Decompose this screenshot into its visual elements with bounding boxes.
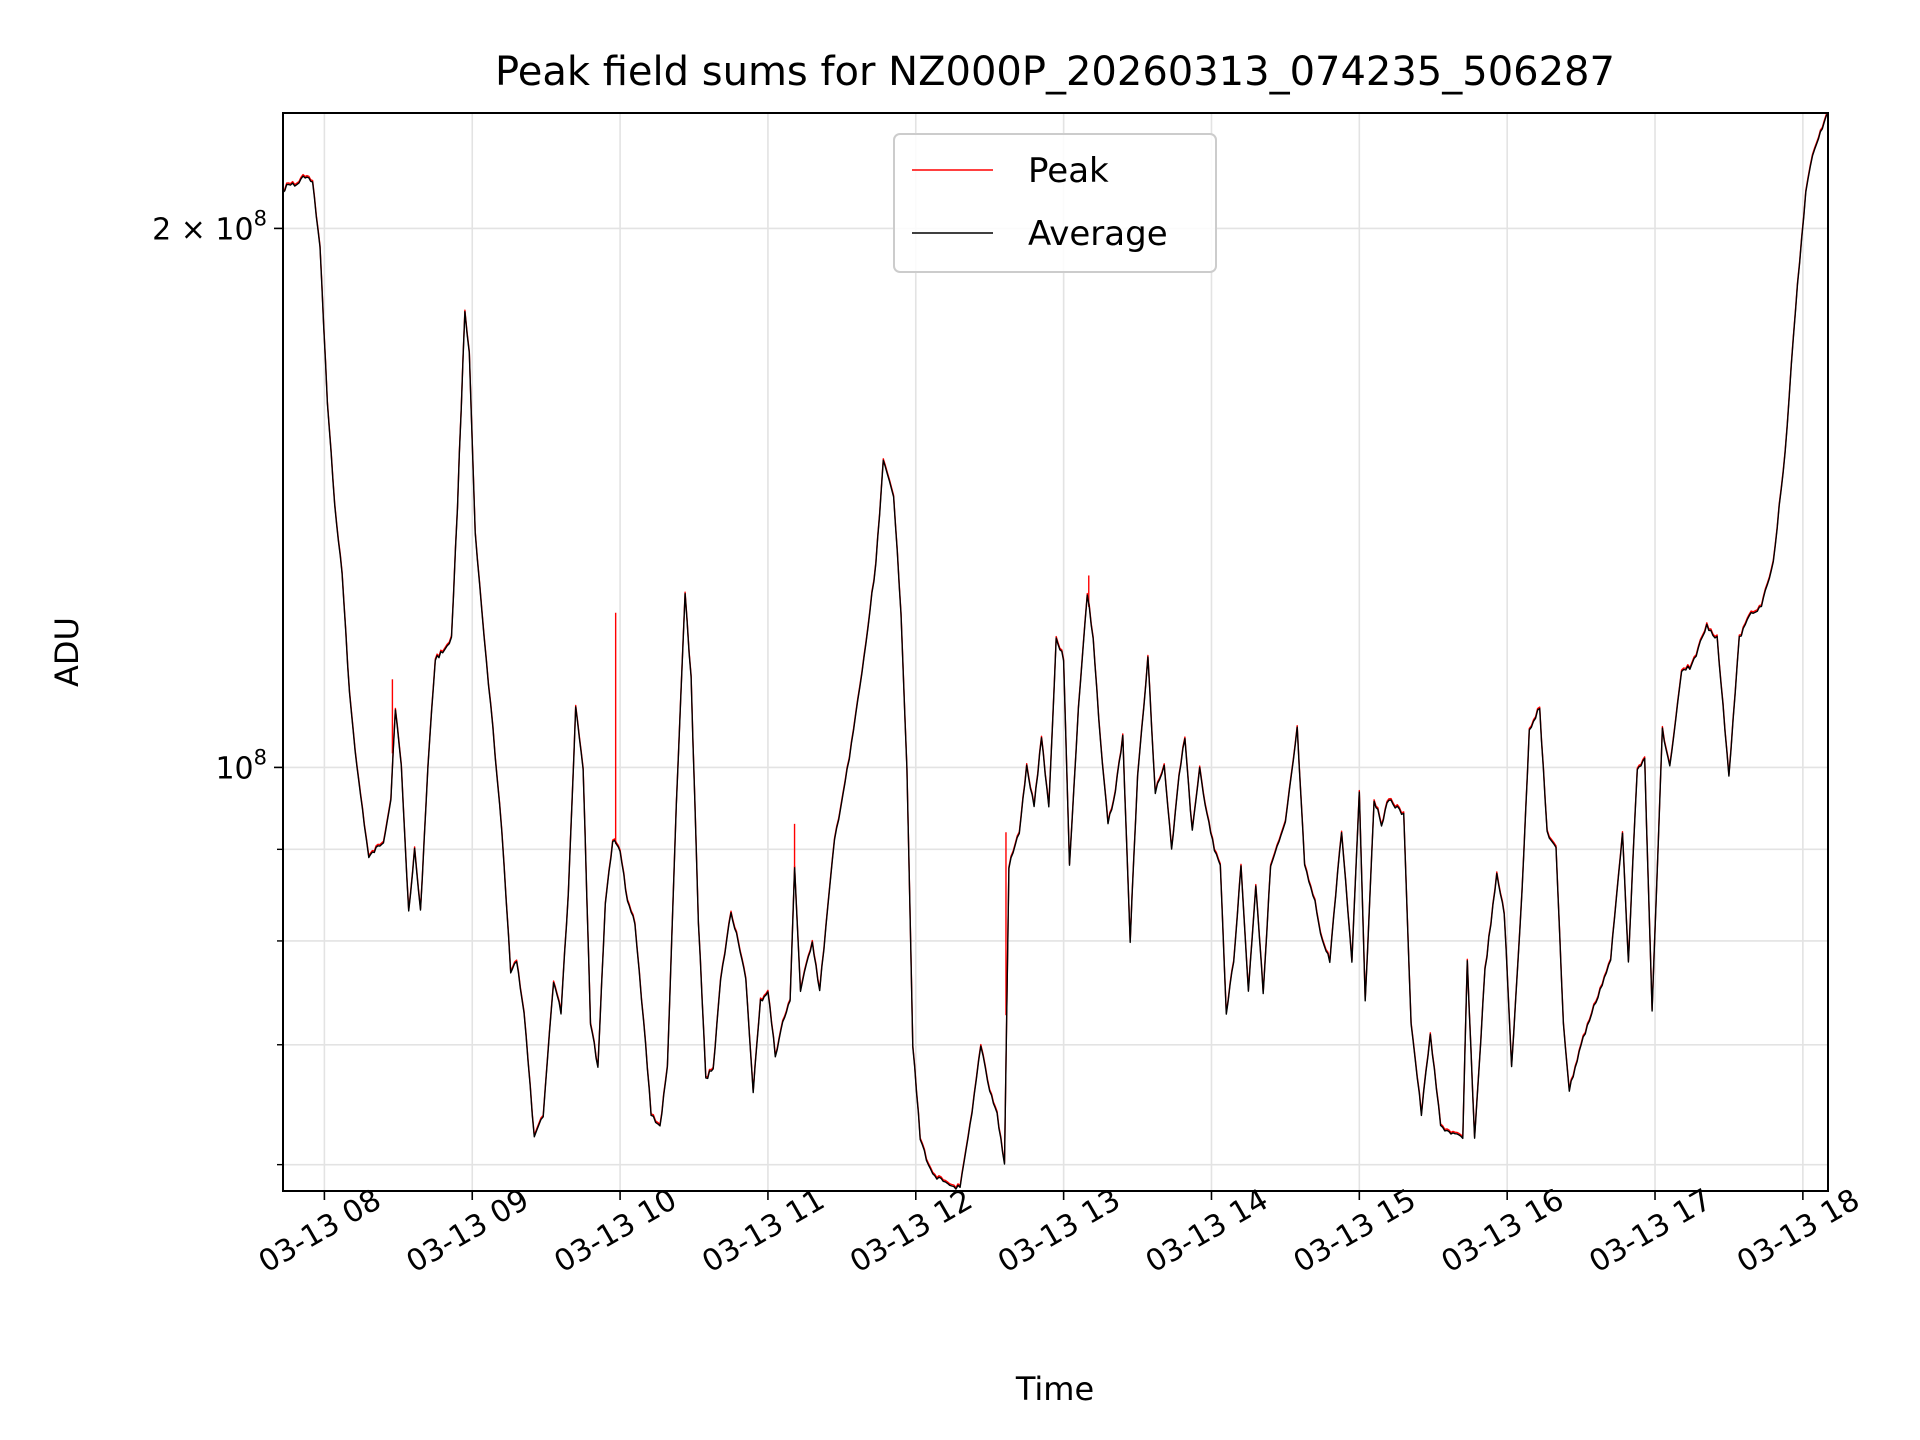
y-tick-label: 2 × 108 — [152, 206, 267, 247]
legend: Peak Average — [893, 133, 1217, 273]
series-line-average — [283, 113, 1828, 1190]
legend-label-peak: Peak — [1028, 151, 1109, 191]
y-axis: 108 2 × 108 — [152, 206, 283, 1166]
y-axis-label: ADU — [48, 617, 86, 687]
grid-lines — [283, 113, 1828, 1191]
y-tick-label: 108 — [215, 745, 267, 786]
plot-frame — [282, 112, 1829, 1192]
series-lines — [283, 113, 1828, 1190]
x-axis-label: Time — [1015, 1370, 1094, 1408]
legend-box — [893, 133, 1217, 273]
chart-title: Peak field sums for NZ000P_20260313_0742… — [495, 49, 1615, 95]
legend-label-average: Average — [1028, 214, 1168, 254]
